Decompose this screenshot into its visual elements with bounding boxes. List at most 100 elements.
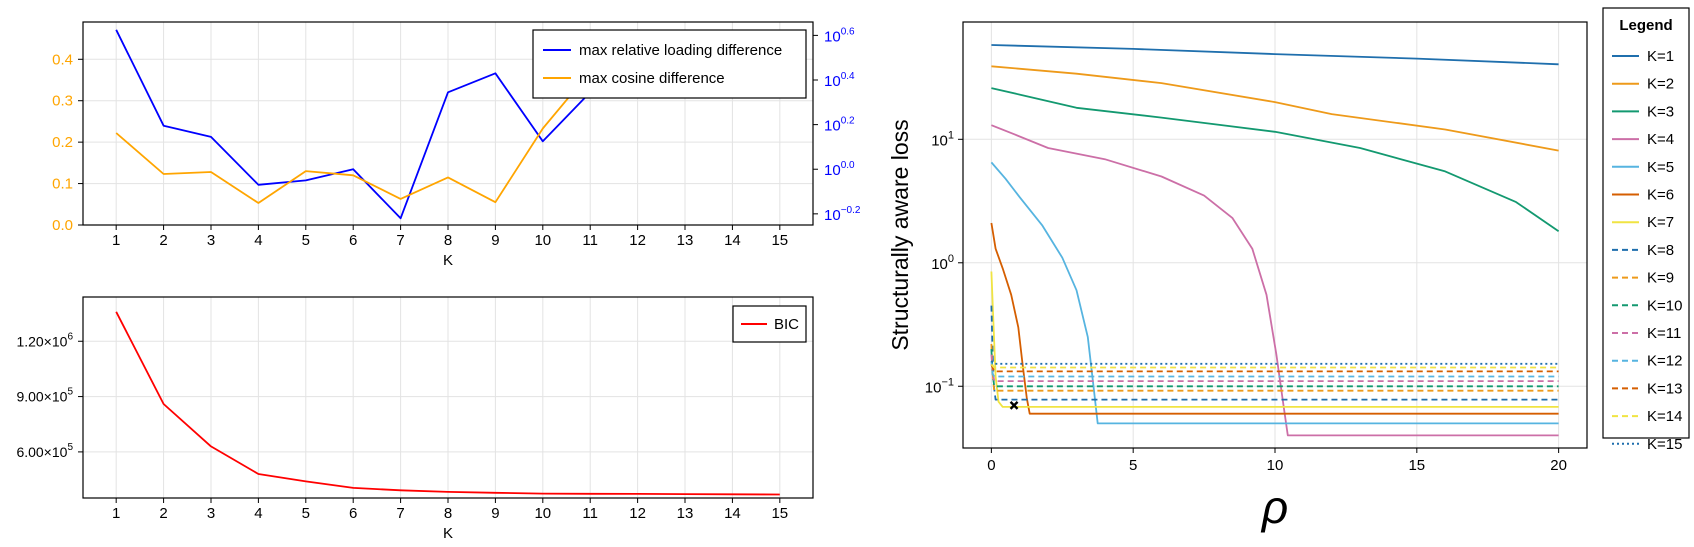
legend: max relative loading difference max cosin… xyxy=(532,29,807,99)
legend-label: K=7 xyxy=(1647,214,1674,231)
series-line-k12-group xyxy=(990,361,1559,378)
x-tick-label: 14 xyxy=(724,505,741,522)
x-tick-label: 7 xyxy=(396,505,404,522)
series-line-loading-diff xyxy=(115,29,591,220)
x-tick-label: 10 xyxy=(534,232,551,249)
series-line-k15-group xyxy=(990,360,1559,365)
y-right-tick-label: 10−0.2 xyxy=(824,205,861,224)
y-left-tick-label: 0.1 xyxy=(52,176,73,193)
series-line-k7-group xyxy=(990,271,1559,408)
x-tick-label: 5 xyxy=(302,505,310,522)
legend-label: K=1 xyxy=(1647,48,1674,65)
x-tick-label: 15 xyxy=(771,505,788,522)
y-left-tick-label: 0.4 xyxy=(52,51,73,68)
series-line-k4 xyxy=(991,124,1559,437)
y-tick-label: 101 xyxy=(931,129,954,149)
y-tick-label: 10−1 xyxy=(925,376,954,396)
x-tick-label: 13 xyxy=(677,505,694,522)
series-line-k14-group xyxy=(990,363,1559,369)
series-line-k5 xyxy=(990,161,1559,425)
x-tick-label: 7 xyxy=(396,232,404,249)
x-tick-label: 15 xyxy=(771,232,788,249)
x-tick-label: 6 xyxy=(349,232,357,249)
series-line-bic-group xyxy=(115,311,780,496)
panel-top-left: 1 2 3 4 5 6 7 8 9 10 11 12 13 14 15K0.00.10.20.30.410−… xyxy=(52,21,861,269)
series-line-k15 xyxy=(990,360,1559,365)
x-tick-label: 5 xyxy=(302,232,310,249)
x-tick-label: 9 xyxy=(491,232,499,249)
legend-label: K=8 xyxy=(1647,242,1674,259)
series-line-bic xyxy=(115,311,780,496)
y-tick-label: 100 xyxy=(931,253,954,273)
x-tick-label: 12 xyxy=(629,232,646,249)
x-tick-label: 8 xyxy=(444,505,452,522)
series-line-k5-group xyxy=(990,161,1559,425)
legend-label: K=6 xyxy=(1647,187,1674,204)
legend: BIC xyxy=(732,305,807,343)
x-tick-label: 12 xyxy=(629,505,646,522)
y-right-tick-label: 100.0 xyxy=(824,160,855,179)
cross-marker xyxy=(1009,401,1019,410)
legend-label: max cosine difference xyxy=(579,70,725,87)
x-tick-label: 3 xyxy=(207,505,215,522)
x-tick-label: 8 xyxy=(444,232,452,249)
series-line-k7 xyxy=(990,271,1559,408)
x-tick-label: 20 xyxy=(1550,457,1567,474)
series-line-k6-group xyxy=(990,222,1559,415)
x-tick-label: 14 xyxy=(724,232,741,249)
x-tick-label: 5 xyxy=(1129,457,1137,474)
series-line-k2-group xyxy=(991,65,1559,152)
x-axis-label: K xyxy=(443,525,453,542)
series-line-loading-diff-group xyxy=(115,29,591,220)
legend-box xyxy=(532,29,807,99)
y-axis-label: Structurally aware loss xyxy=(887,119,913,350)
series-line-k4-group xyxy=(991,124,1559,437)
x-tick-label: 10 xyxy=(1267,457,1284,474)
panel-right: 0 5 10 15 20 ρ 10−1 100 101 Structurally aware lo… xyxy=(887,7,1690,533)
x-tick-label: 4 xyxy=(254,505,262,522)
legend-label: K=11 xyxy=(1647,325,1681,342)
y-left-tick-label: 0.2 xyxy=(52,134,73,151)
y-right-tick-label: 100.4 xyxy=(824,71,855,90)
series-line-k2 xyxy=(991,65,1559,152)
series-line-k3 xyxy=(991,87,1560,233)
legend-label: K=14 xyxy=(1647,408,1682,425)
legend-label: K=4 xyxy=(1647,131,1674,148)
series-line-k12 xyxy=(990,361,1559,378)
legend-label: K=9 xyxy=(1647,270,1674,287)
legend-label: K=3 xyxy=(1647,103,1674,120)
y-tick-label: 1.20×106 xyxy=(16,331,73,349)
x-axis-label: K xyxy=(443,252,453,269)
x-tick-label: 4 xyxy=(254,232,262,249)
y-tick-label: 9.00×105 xyxy=(16,387,73,405)
legend-label: max relative loading difference xyxy=(579,42,782,59)
x-tick-label: 15 xyxy=(1408,457,1425,474)
series-line-k3-group xyxy=(991,87,1560,233)
series-line-k6 xyxy=(990,222,1559,415)
x-tick-label: 6 xyxy=(349,505,357,522)
legend-label: K=13 xyxy=(1647,380,1682,397)
x-tick-label: 2 xyxy=(159,232,167,249)
panel-bottom-left: 1 2 3 4 5 6 7 8 9 10 11 12 13 14 15K6.00×1059.00×1051.… xyxy=(16,296,814,542)
series-line-cosine-diff xyxy=(115,71,591,204)
x-tick-label: 11 xyxy=(582,232,598,249)
series-line-cosine-diff-group xyxy=(115,71,591,204)
y-right-tick-label: 100.2 xyxy=(824,116,855,135)
series-line-k14 xyxy=(990,363,1559,369)
x-axis-label: ρ xyxy=(1260,481,1288,533)
legend: Legend K=1 K=2 K=3 K=4 K=5 K=6 K=7 K=8 K=9 K=10 K=1… xyxy=(1602,7,1690,453)
legend-title: Legend xyxy=(1619,17,1672,34)
y-tick-label: 6.00×105 xyxy=(16,442,73,460)
x-tick-label: 3 xyxy=(207,232,215,249)
x-tick-label: 9 xyxy=(491,505,499,522)
x-tick-label: 1 xyxy=(112,505,120,522)
legend-label: BIC xyxy=(774,316,799,333)
legend-label: K=5 xyxy=(1647,159,1674,176)
legend-label: K=12 xyxy=(1647,353,1682,370)
x-tick-label: 1 xyxy=(112,232,120,249)
x-tick-label: 11 xyxy=(582,505,598,522)
legend-label: K=10 xyxy=(1647,297,1682,314)
y-left-tick-label: 0.3 xyxy=(52,93,73,110)
x-tick-label: 0 xyxy=(987,457,995,474)
